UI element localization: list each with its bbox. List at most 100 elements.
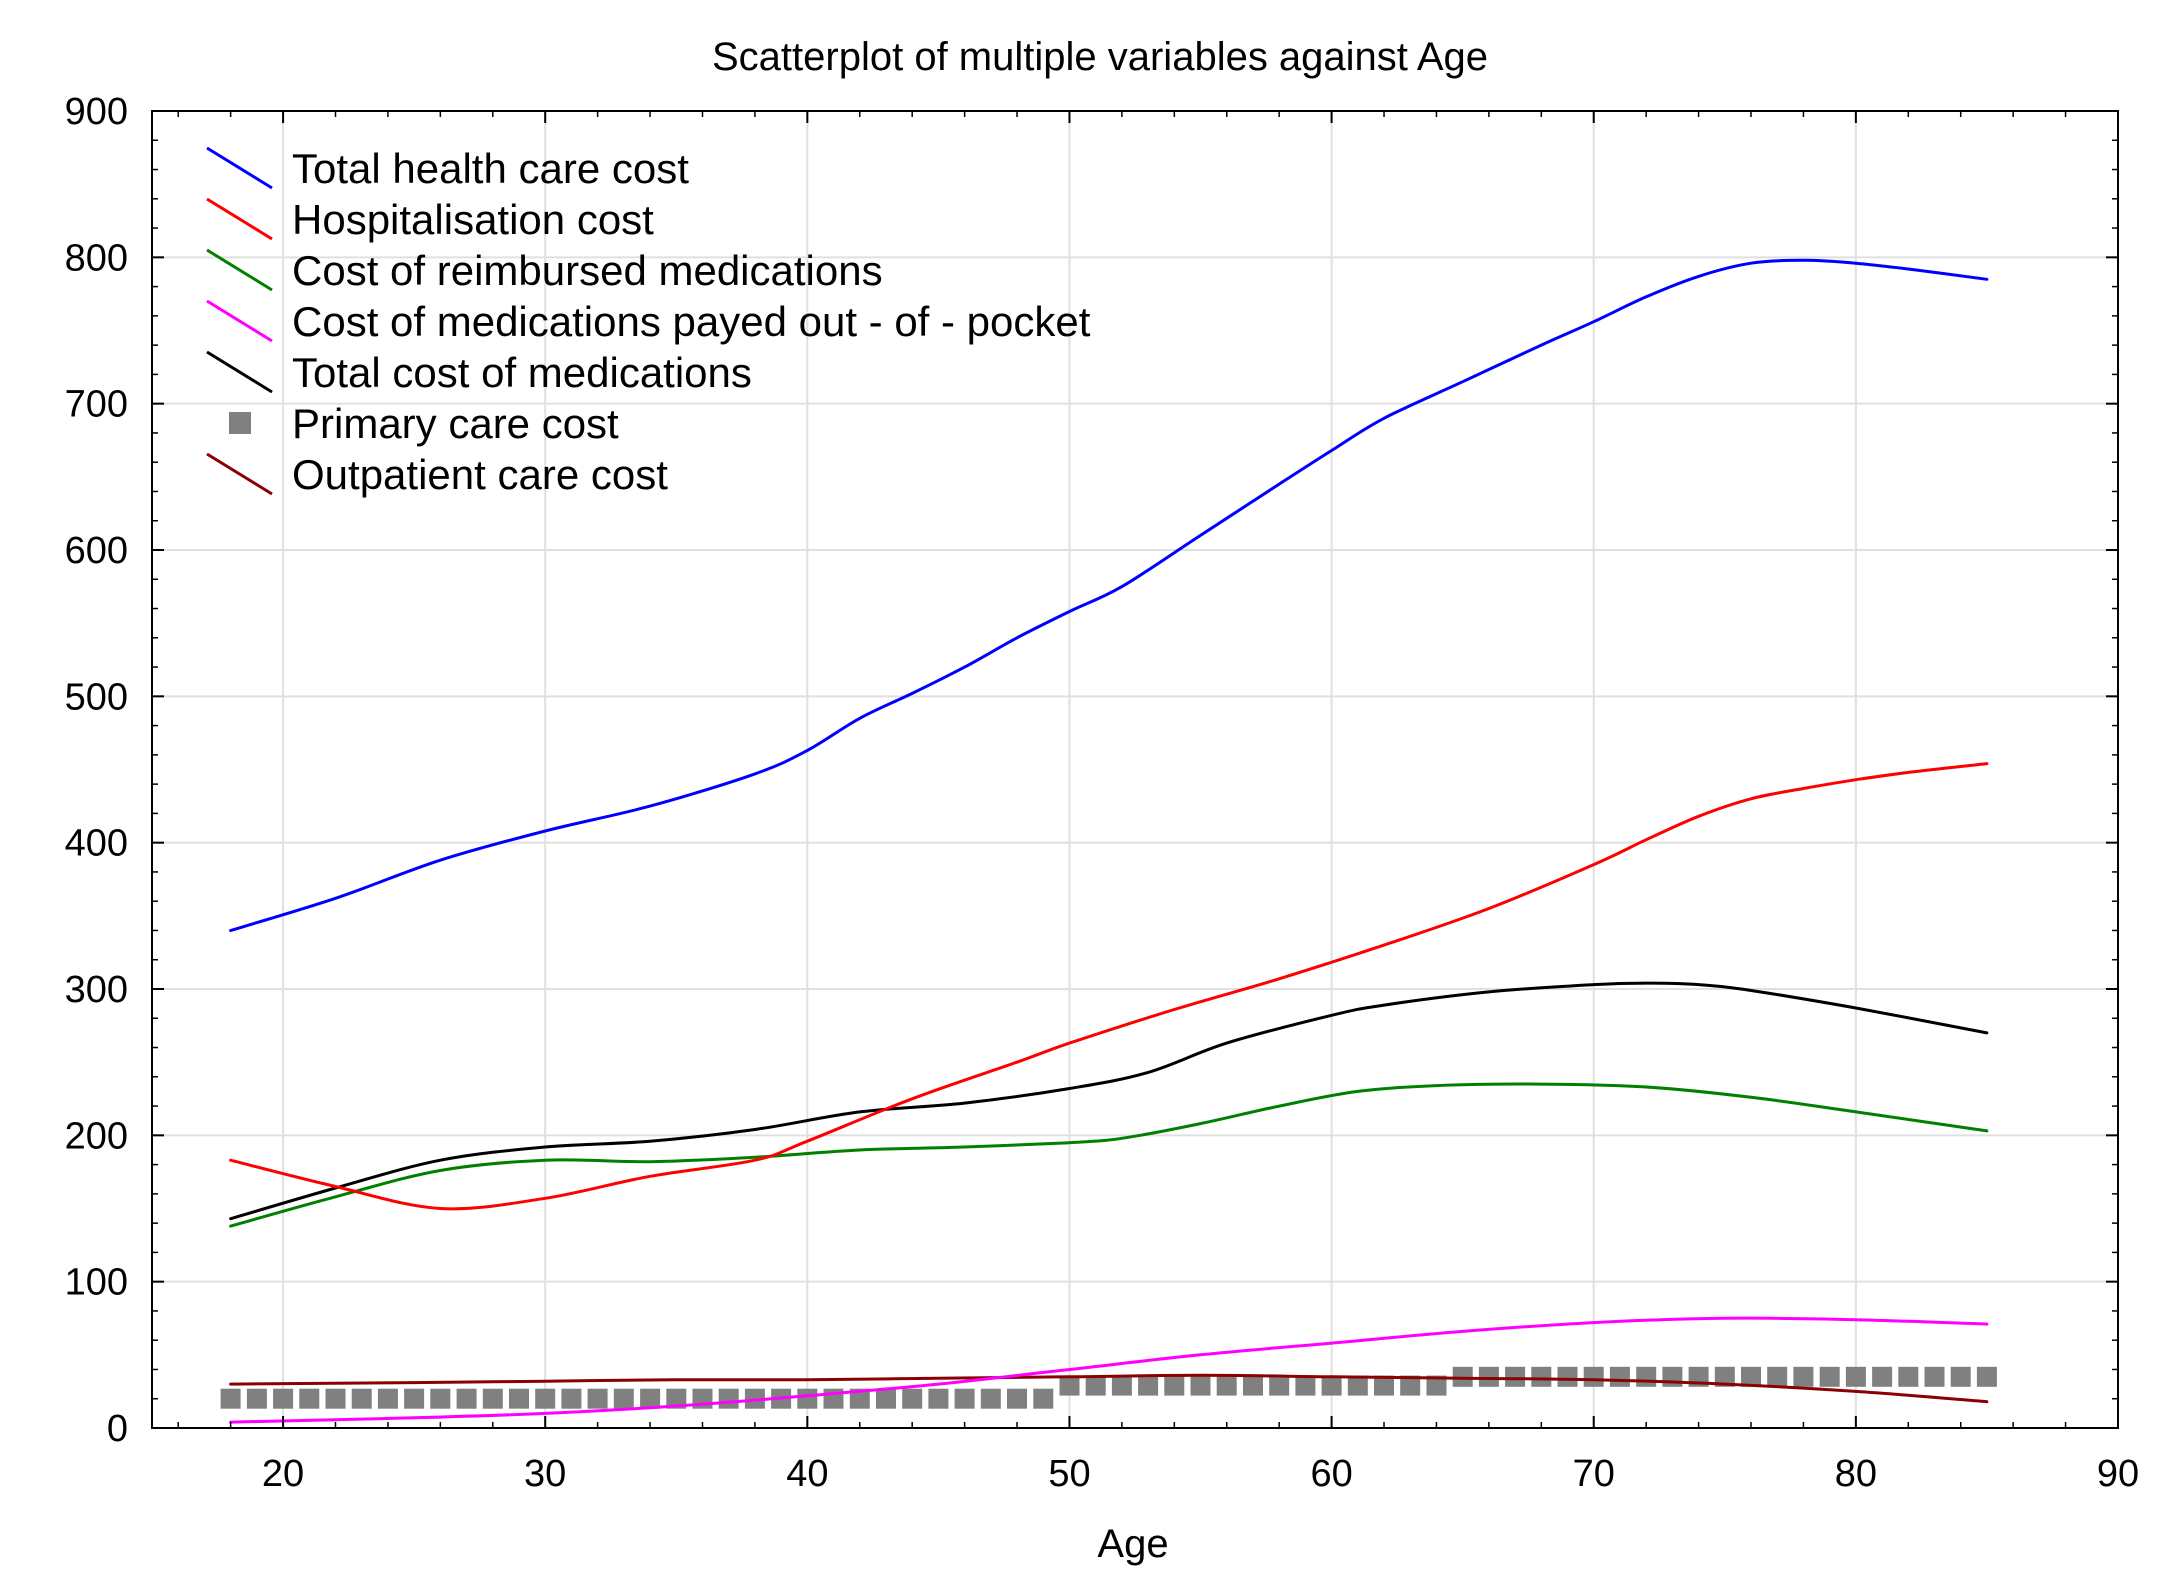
- data-point: [1164, 1375, 1185, 1396]
- legend-label: Primary care cost: [292, 400, 619, 447]
- data-point: [299, 1388, 320, 1409]
- legend-swatch: [206, 350, 273, 394]
- series-cost-of-reimbursed-medications: [229, 1082, 1989, 1228]
- data-point: [1714, 1366, 1735, 1387]
- legend-swatch: [206, 299, 273, 343]
- chart-title: Scatterplot of multiple variables agains…: [712, 35, 1488, 79]
- y-tick-label: 100: [65, 1262, 128, 1304]
- legend-swatch: [206, 452, 273, 496]
- data-point: [1243, 1375, 1263, 1396]
- data-point: [325, 1388, 346, 1409]
- data-point: [1583, 1366, 1604, 1387]
- series-hospitalisation-cost: [229, 762, 1989, 1211]
- legend-item-cost-of-reimbursed-medications: Cost of reimbursed medications: [206, 247, 883, 294]
- data-point: [1190, 1375, 1211, 1396]
- y-tick-label: 800: [65, 237, 128, 279]
- series-total-health-care-cost: [229, 258, 1989, 932]
- legend-label: Cost of medications payed out - of - poc…: [292, 298, 1091, 345]
- data-point: [220, 1388, 241, 1409]
- data-point: [1426, 1375, 1447, 1396]
- legend-item-hospitalisation-cost: Hospitalisation cost: [206, 196, 654, 243]
- legend-swatch: [206, 248, 273, 292]
- data-point: [1741, 1366, 1761, 1387]
- legend-item-total-health-care-cost: Total health care cost: [206, 145, 689, 192]
- x-tick-label: 40: [786, 1453, 828, 1495]
- data-point: [613, 1388, 634, 1409]
- y-tick-label: 600: [65, 530, 128, 572]
- data-point: [1898, 1366, 1919, 1387]
- data-point: [1059, 1375, 1080, 1396]
- y-tick-label: 300: [65, 969, 128, 1011]
- data-point: [1478, 1366, 1499, 1387]
- data-point: [482, 1388, 503, 1409]
- y-tick-label: 500: [65, 676, 128, 718]
- data-point: [1033, 1388, 1054, 1409]
- data-point: [1819, 1366, 1840, 1387]
- data-point: [876, 1388, 896, 1409]
- legend-item-total-cost-of-medications: Total cost of medications: [206, 349, 752, 396]
- data-point: [535, 1388, 556, 1409]
- legend-swatch: [206, 197, 273, 241]
- data-point: [1085, 1375, 1106, 1396]
- series-line: [229, 258, 1989, 932]
- legend-item-cost-of-medications-payed-out-of-pocket: Cost of medications payed out - of - poc…: [206, 298, 1091, 345]
- y-tick-label: 200: [65, 1115, 128, 1157]
- data-point: [954, 1388, 975, 1409]
- data-point: [1216, 1375, 1237, 1396]
- data-point: [1636, 1366, 1657, 1387]
- legend-item-outpatient-care-cost: Outpatient care cost: [206, 451, 668, 498]
- data-point: [1793, 1366, 1814, 1387]
- data-point: [718, 1388, 739, 1409]
- series-line: [229, 1373, 1989, 1404]
- data-point: [1950, 1366, 1971, 1387]
- data-point: [1111, 1375, 1132, 1396]
- series-line: [229, 762, 1989, 1211]
- x-tick-label: 90: [2097, 1453, 2139, 1495]
- x-axis-title: Age: [1097, 1522, 1168, 1566]
- data-point: [1557, 1366, 1578, 1387]
- data-point: [1845, 1366, 1866, 1387]
- series-line: [229, 1316, 1989, 1424]
- series-line: [229, 981, 1989, 1221]
- data-point: [849, 1388, 870, 1409]
- data-point: [1374, 1375, 1394, 1396]
- data-point: [797, 1388, 818, 1409]
- data-point: [980, 1388, 1001, 1409]
- data-point: [509, 1388, 529, 1409]
- data-point: [1662, 1366, 1683, 1387]
- series-total-cost-of-medications: [229, 981, 1989, 1221]
- legend-label: Cost of reimbursed medications: [292, 247, 883, 294]
- data-point: [273, 1388, 294, 1409]
- data-point: [1976, 1366, 1997, 1387]
- legend-item-primary-care-cost: Primary care cost: [229, 400, 619, 447]
- y-tick-label: 700: [65, 384, 128, 426]
- data-point: [1138, 1375, 1159, 1396]
- x-tick-label: 20: [262, 1453, 304, 1495]
- data-point: [1531, 1366, 1552, 1387]
- data-point: [1767, 1366, 1788, 1387]
- x-tick-label: 30: [524, 1453, 566, 1495]
- legend-marker: [229, 412, 251, 434]
- data-point: [1295, 1375, 1316, 1396]
- data-point: [1007, 1388, 1027, 1409]
- legend-label: Total cost of medications: [292, 349, 752, 396]
- series-cost-of-medications-payed-out-of-pocket: [229, 1316, 1989, 1424]
- legend-label: Hospitalisation cost: [292, 196, 654, 243]
- plot-frame: [151, 110, 2119, 1429]
- data-point: [561, 1388, 582, 1409]
- x-tick-label: 70: [1573, 1453, 1615, 1495]
- data-point: [430, 1388, 451, 1409]
- data-point: [1505, 1366, 1526, 1387]
- data-point: [1269, 1375, 1290, 1396]
- data-point: [902, 1388, 923, 1409]
- data-point: [246, 1388, 267, 1409]
- series-group: [220, 258, 1997, 1424]
- data-point: [404, 1388, 425, 1409]
- data-point: [1924, 1366, 1945, 1387]
- legend-swatch: [206, 146, 273, 190]
- data-point: [456, 1388, 477, 1409]
- series-outpatient-care-cost: [229, 1373, 1989, 1404]
